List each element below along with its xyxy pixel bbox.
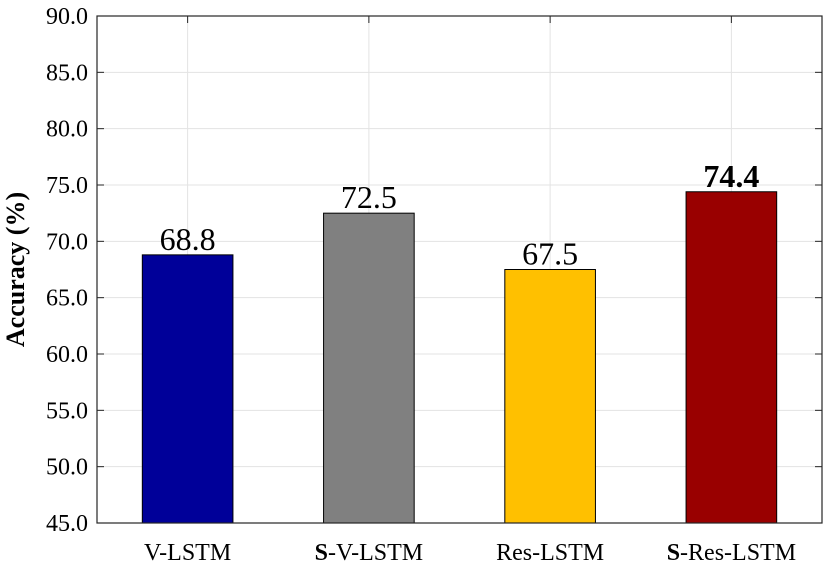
bar-s-v-lstm <box>323 212 415 524</box>
x-tick-label: S-V-LSTM <box>315 540 423 566</box>
value-label: 74.4 <box>703 158 759 194</box>
x-tick-label: Res-LSTM <box>496 540 604 566</box>
x-axis-labels: V-LSTM S-V-LSTM Res-LSTM S-Res-LSTM <box>144 540 796 566</box>
y-tick-label: 85.0 <box>46 60 88 86</box>
y-tick-label: 75.0 <box>46 173 88 199</box>
y-tick-label: 45.0 <box>46 511 88 537</box>
y-tick-label: 60.0 <box>46 342 88 368</box>
y-tick-label: 65.0 <box>46 286 88 312</box>
x-tick-label-text: -V-LSTM <box>328 540 423 566</box>
y-tick-label: 80.0 <box>46 117 88 143</box>
value-label: 67.5 <box>522 236 578 272</box>
x-tick-label: V-LSTM <box>144 540 231 566</box>
x-tick-label-text: V-LSTM <box>144 540 231 566</box>
y-tick-label: 90.0 <box>46 4 88 30</box>
bar-s-res-lstm <box>685 191 778 524</box>
value-label: 72.5 <box>341 179 397 215</box>
y-tick-label: 50.0 <box>46 455 88 481</box>
x-tick-label-bold: S <box>667 540 680 566</box>
y-tick-label: 70.0 <box>46 229 88 255</box>
y-axis-ticks: 45.0 50.0 55.0 60.0 65.0 70.0 75.0 80.0 85.0 90.0 <box>46 4 822 537</box>
x-tick-label-bold: S <box>315 540 328 566</box>
plot-frame <box>96 15 823 524</box>
value-labels: 68.8 72.5 67.5 74.4 <box>160 158 760 272</box>
x-tick-label-text: -Res-LSTM <box>680 540 796 566</box>
bars <box>141 191 778 524</box>
bar-v-lstm <box>141 254 234 524</box>
bar-res-lstm <box>504 269 596 524</box>
x-tick-label-text: Res-LSTM <box>496 540 604 566</box>
x-tick-label: S-Res-LSTM <box>667 540 796 566</box>
value-label: 68.8 <box>160 221 216 257</box>
y-axis-title: Accuracy (%) <box>1 192 30 347</box>
y-tick-label: 55.0 <box>46 398 88 424</box>
